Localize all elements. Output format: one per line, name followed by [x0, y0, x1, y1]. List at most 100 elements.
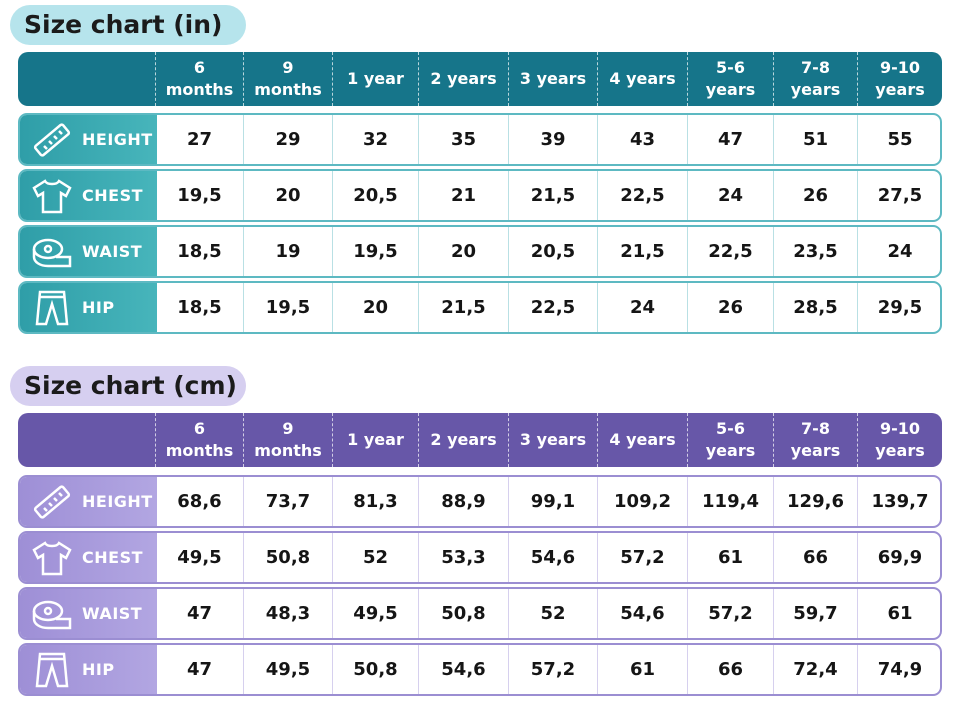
row-icon	[32, 238, 72, 267]
row-label: WAIST	[20, 227, 157, 276]
value-cell: 49,5	[332, 589, 418, 638]
value-cell: 24	[857, 227, 940, 276]
column-header: 9-10 years	[857, 413, 942, 467]
value-cell: 22,5	[597, 171, 687, 220]
row-label: CHEST	[20, 171, 157, 220]
value-cell: 47	[186, 603, 213, 624]
value-cell: 49,5	[177, 547, 222, 568]
value-cell: 88,9	[418, 477, 508, 526]
value-cell: 139,7	[857, 477, 940, 526]
header-row: 6 months 9 months 1 year 2 years 3 years 4 ye…	[18, 413, 942, 467]
value-cell: 52	[332, 533, 418, 582]
value-cell: 47	[687, 115, 773, 164]
row-label: CHEST	[20, 533, 157, 582]
value-cell: 61	[597, 645, 687, 694]
value-cell: 61	[687, 533, 773, 582]
row-icon	[33, 484, 71, 519]
value-cell: 26	[687, 283, 773, 332]
value-cell: 119,4	[687, 477, 773, 526]
value-cell: 109,2	[597, 477, 687, 526]
row-icon	[35, 290, 69, 325]
row-label-text: CHEST	[82, 548, 143, 567]
value-cell: 19,5	[332, 227, 418, 276]
header-row: 6 months 9 months 1 year 2 years 3 years 4 ye…	[18, 52, 942, 106]
table-row: CHEST 49,5 50,8 52 53,3 54,6 57,2 61 66 69,9	[18, 531, 942, 584]
value-cell: 24	[687, 171, 773, 220]
value-cell: 47	[186, 659, 213, 680]
value-cell: 81,3	[332, 477, 418, 526]
column-header: 4 years	[597, 52, 687, 106]
value-cell: 55	[857, 115, 940, 164]
table-row: HIP 18,5 19,5 20 21,5 22,5 24 26 28,5 29,5	[18, 281, 942, 334]
column-header: 9 months	[243, 52, 332, 106]
value-cell: 54,6	[597, 589, 687, 638]
value-cell: 74,9	[857, 645, 940, 694]
row-label: HIP	[20, 283, 157, 332]
value-cell: 54,6	[508, 533, 597, 582]
value-cell: 22,5	[687, 227, 773, 276]
row-label-text: HEIGHT	[82, 130, 153, 149]
row-label: HEIGHT	[20, 477, 157, 526]
value-cell: 21,5	[597, 227, 687, 276]
row-label: HIP	[20, 645, 157, 694]
value-cell: 49,5	[243, 645, 332, 694]
column-header: 3 years	[508, 52, 597, 106]
column-header: 1 year	[332, 52, 418, 106]
table-row: HEIGHT 68,6 73,7 81,3 88,9 99,1 109,2 119,4 129,…	[18, 475, 942, 528]
value-cell: 29	[243, 115, 332, 164]
value-cell: 50,8	[418, 589, 508, 638]
value-cell: 48,3	[243, 589, 332, 638]
value-cell: 57,2	[687, 589, 773, 638]
column-header: 5-6 years	[687, 413, 773, 467]
value-cell: 73,7	[243, 477, 332, 526]
value-cell: 50,8	[243, 533, 332, 582]
table-row: HIP 47 49,5 50,8 54,6 57,2 61 66 72,4 74,9	[18, 643, 942, 696]
row-icon	[32, 178, 72, 213]
value-cell: 66	[773, 533, 857, 582]
table-row: WAIST 18,5 19 19,5 20 20,5 21,5 22,5 23,5 24	[18, 225, 942, 278]
column-header: 2 years	[418, 413, 508, 467]
value-cell: 23,5	[773, 227, 857, 276]
value-cell: 21,5	[418, 283, 508, 332]
value-cell: 20,5	[508, 227, 597, 276]
value-cell: 19	[243, 227, 332, 276]
value-cell: 51	[773, 115, 857, 164]
value-cell: 69,9	[857, 533, 940, 582]
row-label-text: WAIST	[82, 242, 143, 261]
row-icon	[32, 600, 72, 629]
row-icon	[35, 652, 69, 687]
row-label-text: HEIGHT	[82, 492, 153, 511]
row-label-text: CHEST	[82, 186, 143, 205]
row-label-text: HIP	[82, 660, 115, 679]
value-cell: 39	[508, 115, 597, 164]
row-label: HEIGHT	[20, 115, 157, 164]
value-cell: 28,5	[773, 283, 857, 332]
table-row: CHEST 19,5 20 20,5 21 21,5 22,5 24 26 27,5	[18, 169, 942, 222]
column-header: 6 months	[155, 52, 243, 106]
value-cell: 27,5	[857, 171, 940, 220]
value-cell: 99,1	[508, 477, 597, 526]
value-cell: 22,5	[508, 283, 597, 332]
value-cell: 24	[597, 283, 687, 332]
value-cell: 61	[857, 589, 940, 638]
value-cell: 129,6	[773, 477, 857, 526]
value-cell: 27	[186, 129, 213, 150]
section-title: Size chart (cm)	[10, 366, 246, 406]
column-header: 7-8 years	[773, 413, 857, 467]
value-cell: 26	[773, 171, 857, 220]
column-header: 5-6 years	[687, 52, 773, 106]
value-cell: 20	[418, 227, 508, 276]
value-cell: 35	[418, 115, 508, 164]
value-cell: 43	[597, 115, 687, 164]
value-cell: 21,5	[508, 171, 597, 220]
table-row: HEIGHT 27 29 32 35 39 43 47 51 55	[18, 113, 942, 166]
value-cell: 53,3	[418, 533, 508, 582]
value-cell: 20	[332, 283, 418, 332]
column-header: 9 months	[243, 413, 332, 467]
table-row: WAIST 47 48,3 49,5 50,8 52 54,6 57,2 59,7 61	[18, 587, 942, 640]
value-cell: 19,5	[177, 185, 222, 206]
value-cell: 19,5	[243, 283, 332, 332]
column-header: 7-8 years	[773, 52, 857, 106]
value-cell: 72,4	[773, 645, 857, 694]
column-header: 1 year	[332, 413, 418, 467]
